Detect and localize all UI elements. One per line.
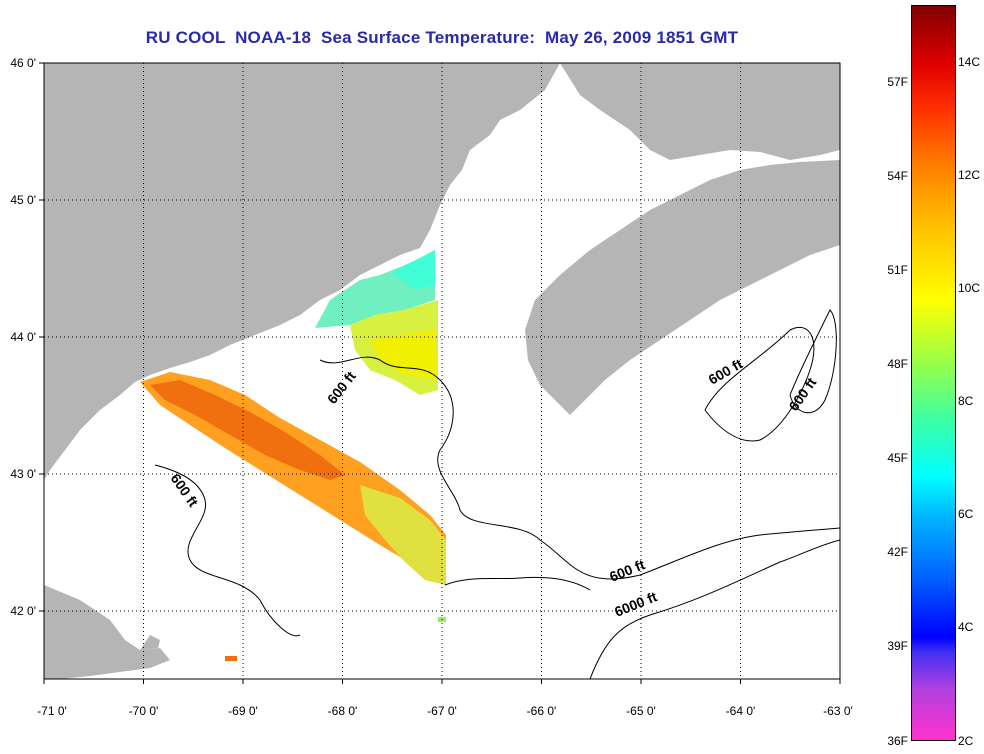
lon-tick-labels: -71 0' -70 0' -69 0' -68 0' -67 0' -66 0… [37, 704, 853, 718]
bathymetry-contours [154, 309, 840, 679]
colorbar-fahrenheit-label: 39F [887, 639, 908, 653]
temperature-colorbar [911, 5, 956, 741]
colorbar-fahrenheit-label: 54F [887, 169, 908, 183]
sst-swath [140, 250, 446, 661]
colorbar-fahrenheit-label: 51F [887, 263, 908, 277]
sst-band-tail [360, 485, 446, 585]
lon-tick-label: -66 0' [527, 704, 557, 718]
sst-block-south-yellow [370, 330, 438, 380]
sst-map: -71 0' -70 0' -69 0' -68 0' -67 0' -66 0… [10, 56, 853, 718]
colorbar-fahrenheit-label: 36F [887, 734, 908, 748]
graticule [44, 63, 840, 679]
map-title: RU COOL NOAA-18 Sea Surface Temperature:… [145, 28, 739, 47]
land-cape-cod [44, 585, 170, 679]
colorbar-fahrenheit-label: 48F [887, 357, 908, 371]
lat-tick-label: 42 0' [10, 604, 36, 618]
land-canada-north [560, 63, 840, 160]
lat-tick-labels: 46 0' 45 0' 44 0' 43 0' 42 0' [10, 56, 36, 618]
colorbar-fahrenheit-label: 42F [887, 545, 908, 559]
lat-tick-label: 46 0' [10, 56, 36, 70]
lon-tick-label: -64 0' [726, 704, 756, 718]
colorbar-fahrenheit-label: 57F [887, 75, 908, 89]
sst-spot [225, 656, 237, 661]
colorbar-fahrenheit-label: 45F [887, 451, 908, 465]
contour-600-east [539, 527, 840, 580]
lon-tick-label: -67 0' [427, 704, 457, 718]
colorbar-celsius-label: 12C [958, 168, 981, 182]
sst-band-hot [150, 380, 345, 480]
lon-tick-label: -69 0' [228, 704, 258, 718]
contour-600-west [154, 464, 301, 637]
lon-tick-label: -63 0' [823, 704, 853, 718]
colorbar-celsius-label: 14C [958, 55, 981, 69]
lon-tick-label: -70 0' [129, 704, 159, 718]
contour-georges [444, 576, 591, 591]
lat-tick-label: 45 0' [10, 193, 36, 207]
lat-tick-label: 44 0' [10, 330, 36, 344]
lon-tick-label: -68 0' [328, 704, 358, 718]
lat-tick-label: 43 0' [10, 467, 36, 481]
lon-tick-label: -65 0' [626, 704, 656, 718]
land-cape-cod-hook [140, 635, 160, 650]
minor-ticks [39, 62, 841, 684]
colorbar-celsius-label: 6C [958, 507, 974, 521]
colorbar-celsius-label: 8C [958, 394, 974, 408]
colorbar-celsius-label: 10C [958, 281, 981, 295]
colorbar-celsius-label: 2C [958, 734, 974, 748]
sst-block-north-cyan [392, 250, 435, 290]
contour-600-central [319, 356, 541, 541]
lon-tick-label: -71 0' [37, 704, 67, 718]
contour-6000 [589, 539, 840, 679]
colorbar-celsius-label: 4C [958, 620, 974, 634]
land-nova-scotia [525, 160, 840, 415]
land-maine-newbrunswick [44, 63, 560, 480]
contour-600-northeast [704, 327, 815, 442]
